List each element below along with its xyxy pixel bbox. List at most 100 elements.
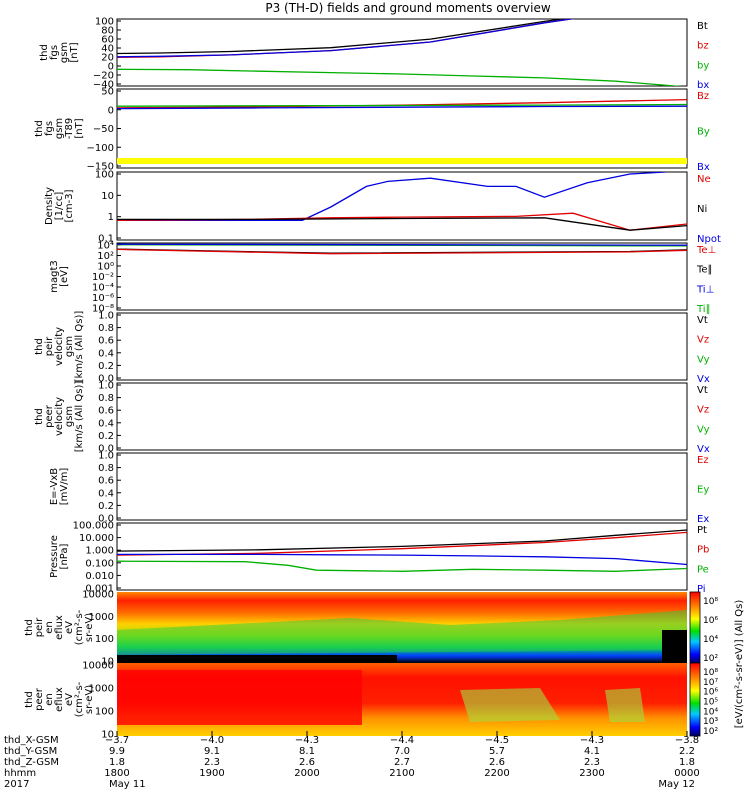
y-tick-label: 0.0 (98, 374, 114, 385)
series-Te⊥ (117, 248, 687, 255)
electron-green-patch (460, 688, 560, 722)
panel-e-field: 1.00.8 0.60.4 0.2 0.0 E=-VxB [mV/m] Ez Ey Ex (49, 451, 709, 526)
y-axis-label: -T89 (64, 118, 75, 140)
legend-Ti∥: Ti∥ (696, 304, 711, 315)
colorbar-label: [eV/(cm²-s-sr-eV)] (All Qs) (734, 600, 745, 729)
y-axis-label: eflux (54, 615, 65, 640)
y-tick-label: 0.8 (98, 393, 114, 404)
yellow-band (117, 158, 687, 164)
y-tick-label: 0.4 (98, 418, 114, 429)
y-axis-label: (cm²-s- (74, 609, 85, 645)
plot-title: P3 (TH-D) fields and ground moments over… (265, 1, 550, 15)
colorbar-tick-label: 10⁶ (703, 616, 718, 626)
legend-Ne: Ne (697, 174, 711, 185)
colorbar-tick-label: 10² (703, 654, 718, 664)
panel-frame (116, 18, 688, 87)
legend-bx: bx (697, 80, 709, 91)
legend-Pt: Pt (697, 525, 707, 536)
y-axis-label: thd (24, 691, 35, 708)
ion-green-region (117, 610, 687, 655)
legend-Ez: Ez (697, 455, 709, 466)
y-tick-label: 0.8 (98, 463, 114, 474)
x-tick-label: 0000 (674, 768, 699, 779)
y-tick-label: 0.1 (98, 234, 114, 245)
electron-spectrogram (117, 663, 687, 736)
y-axis-label: fgs (49, 45, 60, 60)
y-axis-label: thd (39, 44, 50, 61)
y-axis-label: velocity (54, 327, 65, 366)
colorbar-tick-label: 10⁸ (703, 668, 718, 678)
x-tick-label: −4.3 (295, 735, 319, 746)
series-Pt (117, 529, 687, 552)
electron-colorbar (689, 662, 701, 737)
series-Pi (117, 553, 687, 566)
y-axis-label: peer (44, 404, 55, 428)
y-axis-label: thd (34, 408, 45, 425)
y-tick-label: 10 (101, 657, 114, 668)
y-axis-label: sr-eV) (84, 685, 95, 714)
y-tick-label: 10⁴ (97, 241, 114, 252)
y-axis-label: peir (34, 617, 45, 637)
y-axis-label: peir (44, 336, 55, 356)
y-axis-label: E=-VxB (49, 468, 60, 505)
y-tick-label: 0.4 (98, 488, 114, 499)
y-axis-label: peer (34, 687, 45, 711)
x-tick-label: 4.1 (584, 746, 600, 757)
panel-frame (116, 452, 688, 521)
electron-red-region (117, 670, 362, 725)
y-axis-label: [nPa] (59, 543, 70, 569)
y-tick-label: −20 (93, 71, 114, 82)
ion-spectrogram (117, 592, 687, 663)
y-tick-label: −40 (93, 80, 114, 91)
legend-Vy: Vy (697, 424, 710, 435)
legend-Vt: Vt (697, 315, 708, 326)
legend-Pb: Pb (697, 545, 709, 556)
y-axis-label: thd (34, 338, 45, 355)
ion-black-region (662, 630, 687, 663)
legend-By: By (697, 127, 710, 138)
y-tick-label: −100 (87, 143, 114, 154)
legend-Ni: Ni (697, 204, 707, 215)
legend-bz: bz (697, 41, 709, 52)
y-tick-label: 0.6 (98, 336, 114, 347)
x-tick-label: 2.6 (299, 757, 315, 768)
y-axis-label: Pressure (49, 535, 60, 578)
panel-density: 100 10 1 0.1 Density [1/cc] [cm-3] Ne Ni Npot (44, 170, 721, 246)
x-tick-label: −4.0 (200, 735, 224, 746)
y-tick-label: 100 (95, 634, 114, 645)
y-tick-label: 40 (101, 44, 114, 55)
y-tick-label: 0.001 (85, 584, 114, 595)
y-axis-label: gsm (64, 406, 75, 427)
panel-peir-eflux: 10000 1000 100 10 thd peir en eflux eV (cm²-s-sr-… (24, 590, 121, 668)
y-tick-label: 0.0 (98, 444, 114, 455)
y-tick-label: 0 (108, 62, 114, 73)
y-tick-label: 0.8 (98, 323, 114, 334)
y-axis-label: en (44, 621, 55, 634)
series-Ne (117, 212, 687, 231)
colorbar-tick-label: 10⁷ (703, 678, 718, 688)
x-tick-label: 2300 (579, 768, 604, 779)
y-axis-label: [eV] (59, 266, 70, 287)
colorbar-tick-label: 10⁶ (703, 688, 718, 698)
legend-Bx: Bx (697, 162, 710, 173)
y-tick-label: 10000 (82, 590, 114, 601)
y-tick-label: 10000 (82, 661, 114, 672)
y-tick-label: 100.000 (73, 521, 114, 532)
y-tick-label: 60 (101, 35, 114, 46)
legend-Te⊥: Te⊥ (696, 245, 716, 256)
y-tick-label: −50 (93, 124, 114, 135)
x-tick-label: 2.6 (489, 757, 505, 768)
y-axis-label: (cm²-s- (74, 681, 85, 717)
x-tick-label: 2100 (389, 768, 414, 779)
series-Pb (117, 531, 687, 556)
panel-peer-velocity: 1.00.8 0.60.4 0.2 0.0 thd peer velocity gsm [km/… (34, 381, 710, 456)
panel-frame (116, 522, 688, 591)
y-tick-label: 100 (95, 17, 114, 28)
panel-peir-velocity: 1.00.8 0.60.4 0.2 0.0 thd peir velocity gsm [km/… (34, 311, 710, 386)
x-tick-label: 1800 (104, 768, 129, 779)
series-Ni (117, 217, 687, 231)
x-tick-label: May 11 (109, 779, 146, 790)
series-Ti⊥ (117, 243, 687, 246)
